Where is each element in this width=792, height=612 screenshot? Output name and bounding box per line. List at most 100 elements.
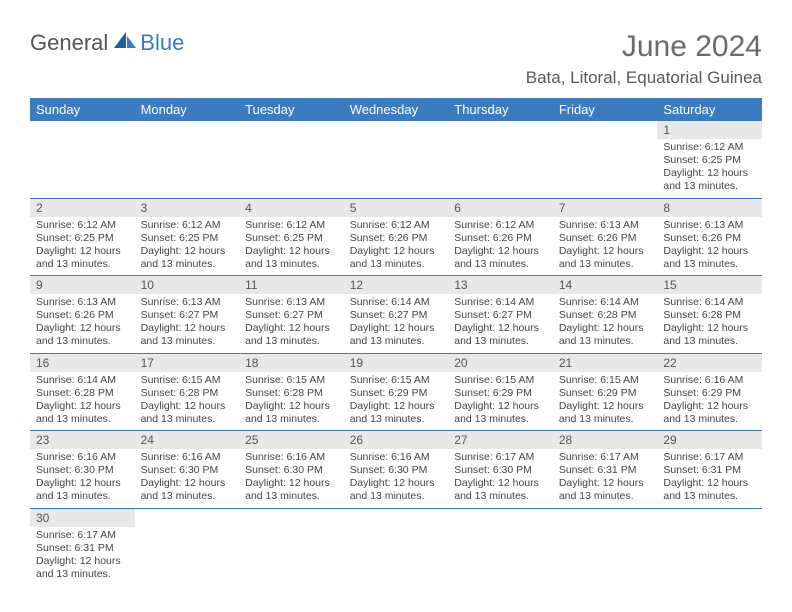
day-number: 8 <box>657 199 762 217</box>
day-number: 22 <box>657 354 762 372</box>
day-details: Sunrise: 6:15 AMSunset: 6:29 PMDaylight:… <box>448 372 553 431</box>
day-details: Sunrise: 6:16 AMSunset: 6:30 PMDaylight:… <box>135 449 240 508</box>
day-number: 26 <box>344 431 449 449</box>
location-text: Bata, Litoral, Equatorial Guinea <box>526 68 762 88</box>
sunset-line: Sunset: 6:28 PM <box>663 309 756 322</box>
sunrise-line: Sunrise: 6:13 AM <box>663 219 756 232</box>
day-number: 1 <box>657 121 762 139</box>
calendar-cell: 1Sunrise: 6:12 AMSunset: 6:25 PMDaylight… <box>657 121 762 198</box>
day-details: Sunrise: 6:16 AMSunset: 6:30 PMDaylight:… <box>30 449 135 508</box>
day-number: 27 <box>448 431 553 449</box>
day-number: 16 <box>30 354 135 372</box>
day-number: 19 <box>344 354 449 372</box>
daylight-line: Daylight: 12 hours and 13 minutes. <box>454 322 547 348</box>
day-details: Sunrise: 6:13 AMSunset: 6:27 PMDaylight:… <box>239 294 344 353</box>
day-number: 12 <box>344 276 449 294</box>
sunrise-line: Sunrise: 6:15 AM <box>454 374 547 387</box>
calendar-cell: 8Sunrise: 6:13 AMSunset: 6:26 PMDaylight… <box>657 198 762 276</box>
sunset-line: Sunset: 6:26 PM <box>36 309 129 322</box>
day-details: Sunrise: 6:17 AMSunset: 6:31 PMDaylight:… <box>553 449 658 508</box>
daylight-line: Daylight: 12 hours and 13 minutes. <box>36 245 129 271</box>
sunrise-line: Sunrise: 6:16 AM <box>36 451 129 464</box>
brand-text-1: General <box>30 30 108 56</box>
day-details: Sunrise: 6:15 AMSunset: 6:28 PMDaylight:… <box>135 372 240 431</box>
calendar-cell <box>239 508 344 585</box>
sunset-line: Sunset: 6:29 PM <box>454 387 547 400</box>
calendar-cell: 9Sunrise: 6:13 AMSunset: 6:26 PMDaylight… <box>30 276 135 354</box>
sunrise-line: Sunrise: 6:14 AM <box>454 296 547 309</box>
calendar-cell: 23Sunrise: 6:16 AMSunset: 6:30 PMDayligh… <box>30 431 135 509</box>
daylight-line: Daylight: 12 hours and 13 minutes. <box>663 400 756 426</box>
calendar-cell: 4Sunrise: 6:12 AMSunset: 6:25 PMDaylight… <box>239 198 344 276</box>
sunrise-line: Sunrise: 6:14 AM <box>559 296 652 309</box>
day-details: Sunrise: 6:17 AMSunset: 6:31 PMDaylight:… <box>30 527 135 586</box>
daylight-line: Daylight: 12 hours and 13 minutes. <box>36 555 129 581</box>
sunrise-line: Sunrise: 6:13 AM <box>141 296 234 309</box>
day-number: 3 <box>135 199 240 217</box>
calendar-cell: 26Sunrise: 6:16 AMSunset: 6:30 PMDayligh… <box>344 431 449 509</box>
calendar-cell <box>135 508 240 585</box>
weekday-header: Saturday <box>657 98 762 121</box>
calendar-cell: 20Sunrise: 6:15 AMSunset: 6:29 PMDayligh… <box>448 353 553 431</box>
calendar-cell <box>30 121 135 198</box>
sunset-line: Sunset: 6:25 PM <box>245 232 338 245</box>
sunset-line: Sunset: 6:25 PM <box>141 232 234 245</box>
title-block: June 2024 Bata, Litoral, Equatorial Guin… <box>526 30 762 88</box>
sunrise-line: Sunrise: 6:14 AM <box>663 296 756 309</box>
day-details: Sunrise: 6:13 AMSunset: 6:27 PMDaylight:… <box>135 294 240 353</box>
sunrise-line: Sunrise: 6:12 AM <box>36 219 129 232</box>
month-title: June 2024 <box>526 30 762 64</box>
day-details: Sunrise: 6:12 AMSunset: 6:25 PMDaylight:… <box>135 217 240 276</box>
day-details: Sunrise: 6:15 AMSunset: 6:29 PMDaylight:… <box>553 372 658 431</box>
day-details: Sunrise: 6:17 AMSunset: 6:31 PMDaylight:… <box>657 449 762 508</box>
calendar-body: 1Sunrise: 6:12 AMSunset: 6:25 PMDaylight… <box>30 121 762 585</box>
sunrise-line: Sunrise: 6:13 AM <box>559 219 652 232</box>
day-number: 29 <box>657 431 762 449</box>
calendar-cell: 3Sunrise: 6:12 AMSunset: 6:25 PMDaylight… <box>135 198 240 276</box>
day-details: Sunrise: 6:12 AMSunset: 6:25 PMDaylight:… <box>657 139 762 198</box>
sunset-line: Sunset: 6:31 PM <box>663 464 756 477</box>
sunrise-line: Sunrise: 6:12 AM <box>141 219 234 232</box>
day-number: 5 <box>344 199 449 217</box>
sunrise-line: Sunrise: 6:14 AM <box>350 296 443 309</box>
day-number: 14 <box>553 276 658 294</box>
weekday-header: Sunday <box>30 98 135 121</box>
sunset-line: Sunset: 6:28 PM <box>559 309 652 322</box>
day-details: Sunrise: 6:14 AMSunset: 6:27 PMDaylight:… <box>344 294 449 353</box>
sunset-line: Sunset: 6:30 PM <box>36 464 129 477</box>
sunset-line: Sunset: 6:30 PM <box>141 464 234 477</box>
day-number: 18 <box>239 354 344 372</box>
sunrise-line: Sunrise: 6:16 AM <box>663 374 756 387</box>
day-number: 28 <box>553 431 658 449</box>
day-number: 21 <box>553 354 658 372</box>
day-details: Sunrise: 6:12 AMSunset: 6:26 PMDaylight:… <box>344 217 449 276</box>
weekday-header: Friday <box>553 98 658 121</box>
sunset-line: Sunset: 6:29 PM <box>663 387 756 400</box>
calendar-cell: 17Sunrise: 6:15 AMSunset: 6:28 PMDayligh… <box>135 353 240 431</box>
brand-logo: General Blue <box>30 30 184 56</box>
daylight-line: Daylight: 12 hours and 13 minutes. <box>350 245 443 271</box>
day-number: 24 <box>135 431 240 449</box>
calendar-table: SundayMondayTuesdayWednesdayThursdayFrid… <box>30 98 762 585</box>
calendar-cell <box>344 121 449 198</box>
day-details: Sunrise: 6:12 AMSunset: 6:25 PMDaylight:… <box>30 217 135 276</box>
daylight-line: Daylight: 12 hours and 13 minutes. <box>350 322 443 348</box>
calendar-cell: 24Sunrise: 6:16 AMSunset: 6:30 PMDayligh… <box>135 431 240 509</box>
daylight-line: Daylight: 12 hours and 13 minutes. <box>663 245 756 271</box>
sunrise-line: Sunrise: 6:12 AM <box>245 219 338 232</box>
daylight-line: Daylight: 12 hours and 13 minutes. <box>36 400 129 426</box>
day-details: Sunrise: 6:14 AMSunset: 6:27 PMDaylight:… <box>448 294 553 353</box>
day-details: Sunrise: 6:13 AMSunset: 6:26 PMDaylight:… <box>30 294 135 353</box>
weekday-header: Tuesday <box>239 98 344 121</box>
day-number: 4 <box>239 199 344 217</box>
daylight-line: Daylight: 12 hours and 13 minutes. <box>559 477 652 503</box>
sunrise-line: Sunrise: 6:15 AM <box>141 374 234 387</box>
calendar-cell: 15Sunrise: 6:14 AMSunset: 6:28 PMDayligh… <box>657 276 762 354</box>
calendar-cell: 11Sunrise: 6:13 AMSunset: 6:27 PMDayligh… <box>239 276 344 354</box>
day-number: 20 <box>448 354 553 372</box>
brand-text-2: Blue <box>140 30 184 56</box>
weekday-header: Wednesday <box>344 98 449 121</box>
calendar-cell: 2Sunrise: 6:12 AMSunset: 6:25 PMDaylight… <box>30 198 135 276</box>
sunset-line: Sunset: 6:27 PM <box>141 309 234 322</box>
daylight-line: Daylight: 12 hours and 13 minutes. <box>245 400 338 426</box>
